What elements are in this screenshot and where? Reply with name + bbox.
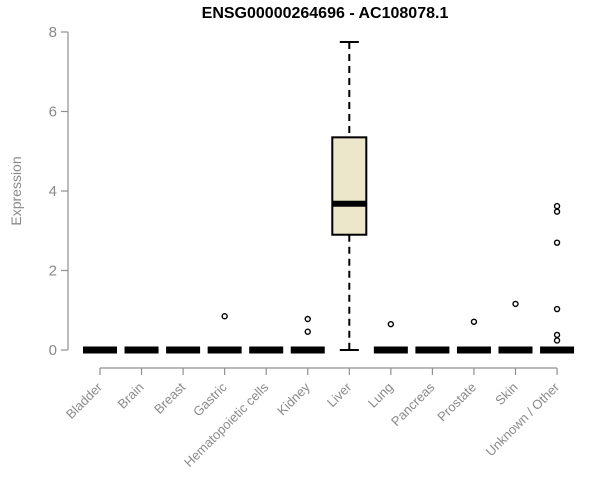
x-tick-label-bladder: Bladder [63,379,106,422]
box-kidney [290,346,325,354]
box-prostate [456,346,491,354]
outlier-point-prostate [470,318,478,325]
outlier-point-unknown-other [553,208,561,215]
x-tick-label-kidney: Kidney [274,379,313,418]
box-unknown-other [540,346,575,354]
outlier-point-kidney [304,315,311,323]
y-tick-label: 6 [49,104,57,121]
y-tick-label: 4 [49,183,57,200]
median-line-liver [332,200,367,207]
box-breast [166,346,201,354]
outlier-point-lung [387,320,395,328]
x-tick-label-liver: Liver [324,379,355,410]
x-tick-label-prostate: Prostate [434,380,479,425]
outlier-point-unknown-other [553,337,561,344]
y-tick-label: 2 [49,263,57,280]
box-liver [331,136,368,236]
x-tick-label-gastric: Gastric [190,379,230,419]
x-tick-label-brain: Brain [115,380,147,412]
outlier-point-gastric [221,313,228,320]
box-skin [498,346,533,354]
box-lung [373,346,408,354]
x-tick-label-unknown-other: Unknown / Other [483,379,563,459]
outlier-point-unknown-other [553,239,561,246]
y-tick-label: 0 [49,342,57,359]
box-brain [124,346,159,354]
box-hematopoietic-cells [249,346,284,354]
x-tick-label-lung: Lung [365,380,396,411]
outlier-point-kidney [304,328,311,335]
chart-title: ENSG00000264696 - AC108078.1 [201,5,449,22]
outlier-point-skin [512,300,519,308]
box-gastric [207,346,242,354]
y-tick-label: 8 [49,24,57,41]
x-tick-label-skin: Skin [492,380,520,408]
box-pancreas [415,346,450,354]
x-tick-label-breast: Breast [151,379,188,416]
x-tick-label-pancreas: Pancreas [388,379,438,429]
outlier-point-unknown-other [553,331,561,339]
box-bladder [83,346,117,354]
outlier-point-unknown-other [553,202,561,210]
outlier-point-unknown-other [553,305,561,313]
